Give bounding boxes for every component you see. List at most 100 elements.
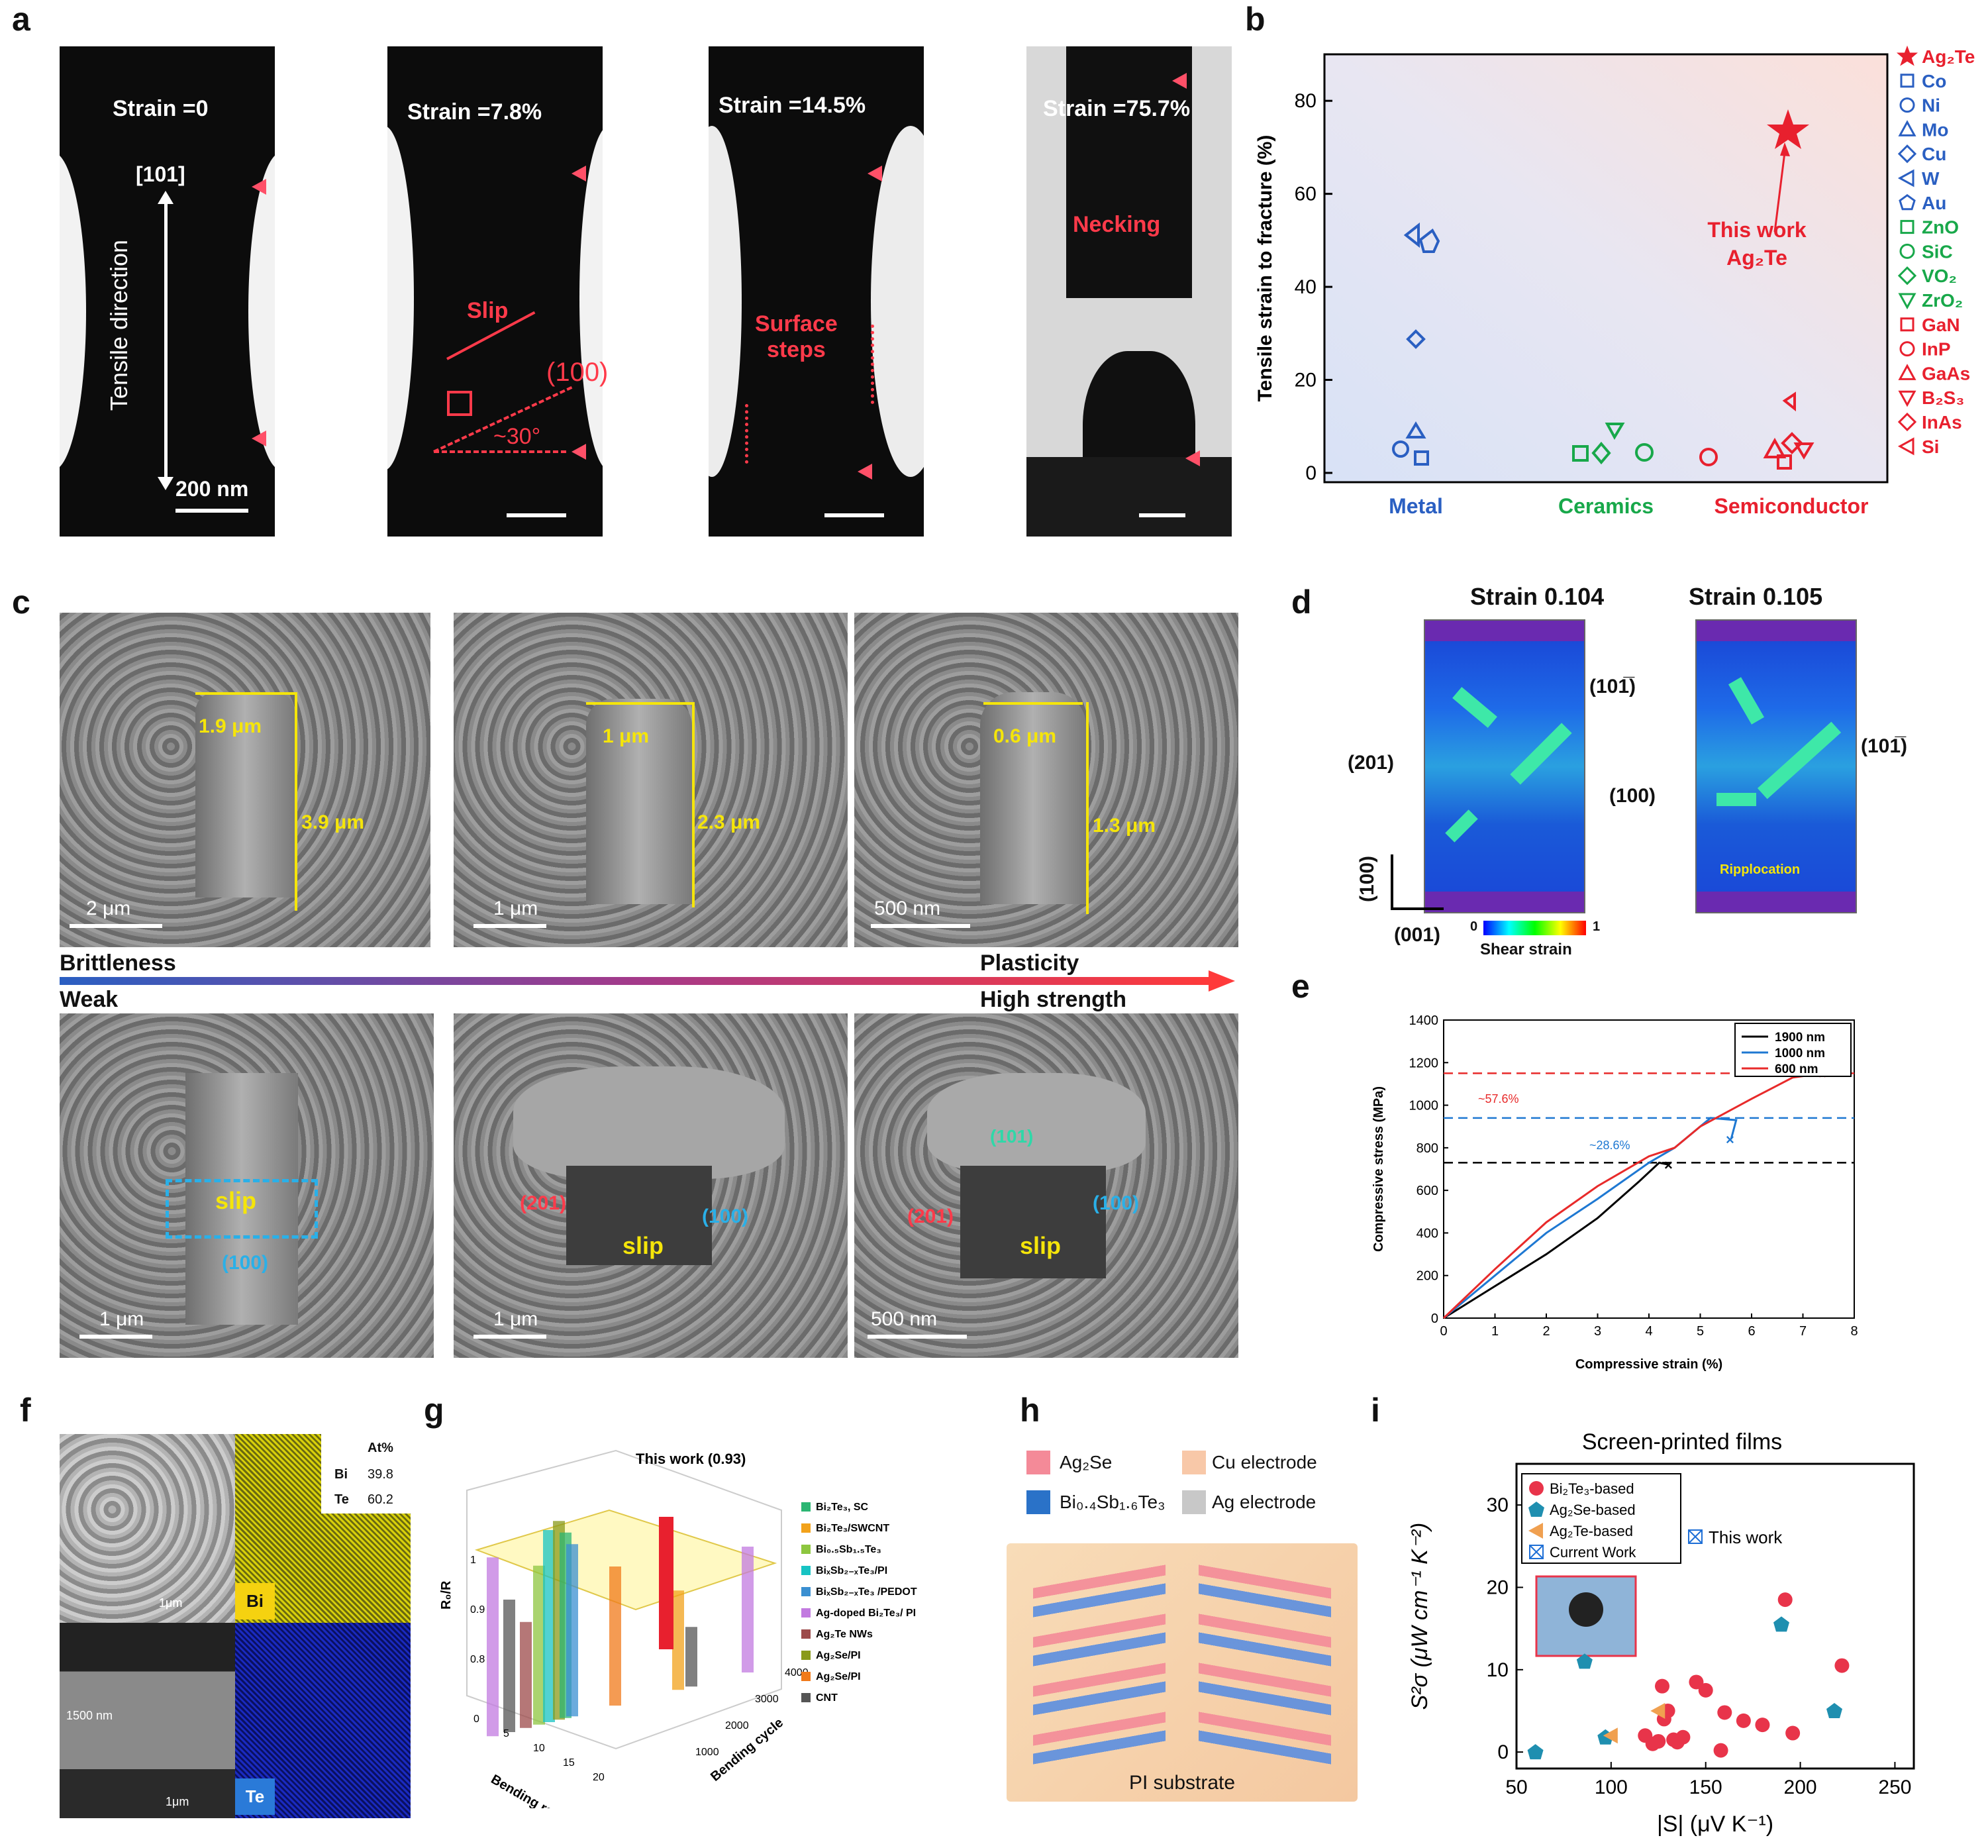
g-legend-swatch [801, 1651, 811, 1660]
g-bar [685, 1627, 697, 1687]
b-legend-marker [1898, 293, 1916, 310]
panel-a: Strain =0 [101] Tensile direction 200 nm… [60, 46, 1232, 537]
scale-bar [70, 924, 162, 928]
tem-image-4: Strain =75.7% Necking [1026, 46, 1232, 537]
b-legend-label: VO₂ [1922, 266, 1957, 286]
sem-bottom-2: (201) slip (100) 1 μm [454, 1013, 848, 1358]
i-point [1698, 1682, 1713, 1698]
g-legend-label: Bi₂Te₃/SWCNT [816, 1523, 889, 1534]
g-legend-swatch [801, 1672, 811, 1681]
legend-ag: Ag electrode [1212, 1492, 1317, 1512]
panel-label-b: b [1245, 1, 1266, 38]
g-bar-this-work [659, 1517, 673, 1649]
surface-steps-label: Surface steps [755, 311, 838, 362]
scale-bar [175, 509, 248, 513]
b-legend-marker [1900, 317, 1914, 332]
i-xlabel: |S| (μV K⁻¹) [1657, 1812, 1773, 1837]
g-legend-swatch [801, 1629, 811, 1639]
point-InP [1699, 448, 1718, 466]
b-legend-label: Cu [1922, 144, 1946, 164]
i-legend-label: Ag₂Se-based [1550, 1502, 1636, 1518]
panel-label-e: e [1291, 968, 1310, 1005]
marker-icon [572, 166, 586, 181]
e-ylabel: Compressive stress (MPa) [1371, 1086, 1386, 1252]
e-xtick-label: 8 [1850, 1324, 1858, 1339]
label-bi: Bi [235, 1583, 275, 1619]
b-ytick-label: 0 [1305, 462, 1317, 484]
g-bar [672, 1590, 684, 1690]
tensile-direction-label: Tensile direction [105, 239, 132, 411]
g-bar [543, 1530, 555, 1722]
point-SiC [1635, 443, 1654, 462]
scale-label: 1 μm [99, 1308, 144, 1330]
strain-label: Strain =14.5% [719, 93, 866, 118]
i-xtick-label: 150 [1689, 1776, 1722, 1798]
i-point [1785, 1725, 1801, 1741]
marker-icon [1185, 450, 1200, 466]
ripplocation-label: Ripplocation [1720, 862, 1801, 877]
marker-icon [858, 464, 872, 480]
scale-label: 1 μm [493, 1308, 538, 1330]
b-legend-marker [1896, 45, 1918, 66]
slip-label: slip [215, 1187, 257, 1214]
panel-label-f: f [20, 1392, 31, 1429]
i-point [1755, 1718, 1770, 1733]
scale-label: 200 nm [175, 477, 249, 501]
high-strength-label: High strength [980, 987, 1126, 1012]
g-ytick: 2000 [725, 1720, 749, 1731]
point-VO2 [1591, 441, 1611, 465]
axis-label: [101] [136, 162, 185, 186]
strain-label: Strain =7.8% [407, 99, 542, 125]
g-legend-label: Bi₂Te₃, SC [816, 1502, 869, 1513]
b-legend-label: ZrO₂ [1922, 290, 1963, 311]
panel-b-chart: 0 20 40 60 80 Tensile strain to fracture (%)… [1254, 45, 1975, 518]
b-legend-label: Au [1922, 193, 1946, 213]
b-legend-label: GaAs [1922, 363, 1970, 384]
md-snapshot-1 [1424, 619, 1585, 913]
point-Mo [1405, 421, 1426, 438]
b-cat-semiconductor: Semiconductor [1715, 494, 1869, 518]
width-label: 0.6 μm [993, 725, 1057, 747]
b-legend: Ag₂Te Co Ni Mo Cu W Au ZnO SiC VO₂ ZrO₂ GaN InP GaAs B… [1896, 45, 1975, 457]
plane-label-green: (101) [990, 1126, 1034, 1147]
g-ztick: 1 [470, 1555, 476, 1566]
d-plane-101: (101̅) [1589, 676, 1636, 697]
e-xtick-label: 1 [1491, 1324, 1499, 1339]
b-legend-marker [1900, 220, 1914, 234]
b-legend-label: Ni [1922, 95, 1940, 116]
brittleness-label: Brittleness [60, 950, 176, 976]
axis-h-arrow [1391, 907, 1444, 910]
i-xtick-label: 100 [1595, 1776, 1628, 1798]
point-B2S3 [1793, 442, 1814, 460]
strain-label: Strain =0 [113, 96, 209, 121]
b-legend-label: W [1922, 168, 1940, 189]
g-legend-swatch [801, 1587, 811, 1596]
at-table: At% Bi 39.8 Te 60.2 [321, 1434, 411, 1514]
i-legend-label: Current Work [1550, 1544, 1636, 1561]
g-legend-label: BiₓSb₂₋ₓTe₃ /PEDOT [816, 1586, 917, 1598]
g-legend-swatch [801, 1608, 811, 1617]
g-xtick: 10 [533, 1743, 545, 1754]
point-GaAs [1763, 437, 1787, 458]
g-legend-swatch [801, 1566, 811, 1575]
weak-label: Weak [60, 987, 119, 1012]
panel-label-a: a [12, 1, 30, 38]
e-series-line [1442, 1072, 1824, 1319]
b-ytick-label: 40 [1295, 276, 1317, 298]
e-series-line [1443, 1117, 1738, 1319]
marker-icon [868, 166, 882, 181]
g-legend-swatch [801, 1545, 811, 1554]
e-xtick-label: 6 [1748, 1324, 1755, 1339]
panel-label-h: h [1020, 1392, 1040, 1429]
slip-box [166, 1179, 318, 1239]
sem-top-2: 1 μm 2.3 μm 1 μm [454, 613, 848, 947]
e-ytick-label: 1000 [1409, 1099, 1439, 1113]
b-ytick-label: 80 [1295, 90, 1317, 112]
b-ytick-label: 20 [1295, 370, 1317, 391]
g-legend-swatch [801, 1693, 811, 1702]
i-point [1603, 1727, 1618, 1744]
plasticity-label: Plasticity [980, 950, 1079, 976]
scale-bar [871, 924, 970, 928]
height-label: 2.3 μm [697, 811, 761, 833]
